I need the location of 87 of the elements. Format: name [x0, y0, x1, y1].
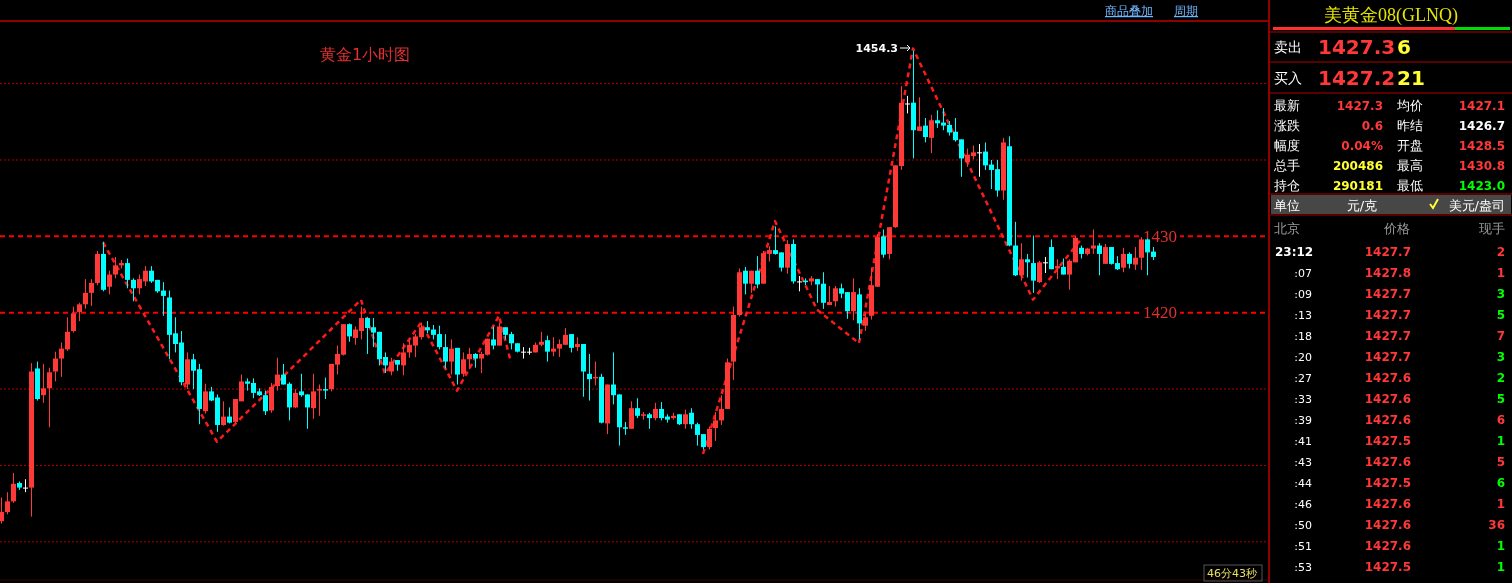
- text: 0.6: [1361, 119, 1383, 133]
- text: 商品叠加: [1105, 4, 1153, 18]
- text: 2: [1496, 245, 1505, 259]
- text: :20: [1294, 351, 1312, 364]
- text: 1427.5: [1364, 476, 1411, 490]
- text: 1427.3: [1318, 35, 1396, 59]
- text: 1: [1496, 560, 1505, 574]
- text: 1427.7: [1364, 329, 1411, 343]
- text: 3: [1496, 350, 1505, 364]
- text: 6: [1397, 35, 1411, 59]
- text: 1427.1: [1458, 99, 1505, 113]
- text: 1427.5: [1364, 560, 1411, 574]
- text: 黄金1小时图: [320, 45, 411, 64]
- text: 1428.5: [1458, 139, 1505, 153]
- text: 均价: [1396, 98, 1423, 113]
- text: 1427.2: [1318, 66, 1396, 90]
- text: 1427.5: [1364, 434, 1411, 448]
- text: 1427.6: [1364, 413, 1411, 427]
- text: 3: [1496, 287, 1505, 301]
- text: 最低: [1397, 178, 1423, 193]
- text: 现手: [1479, 221, 1505, 236]
- text: 1427.6: [1364, 539, 1411, 553]
- text: 1426.7: [1458, 119, 1505, 133]
- text: :50: [1294, 519, 1312, 532]
- text: 23:12: [1275, 245, 1314, 259]
- text: 北京: [1274, 221, 1300, 236]
- text: 7: [1496, 329, 1505, 343]
- text: 美黄金08(GLNQ): [1324, 5, 1458, 26]
- text: 幅度: [1274, 138, 1300, 153]
- text: :07: [1294, 267, 1312, 280]
- text: 1427.6: [1364, 455, 1411, 469]
- text: 总手: [1273, 158, 1300, 173]
- text: 1427.6: [1364, 392, 1411, 406]
- text: 1427.7: [1364, 245, 1411, 259]
- text: 290181: [1332, 179, 1383, 193]
- text: :43: [1294, 456, 1312, 469]
- text: 36: [1488, 518, 1505, 532]
- text: 1427.6: [1364, 497, 1411, 511]
- annotation: 1454.3: [855, 42, 898, 55]
- text: 1: [1496, 266, 1505, 280]
- text: 1427.3: [1336, 99, 1383, 113]
- text: 5: [1496, 392, 1505, 406]
- text: 卖出: [1274, 39, 1302, 55]
- text: :33: [1294, 393, 1312, 406]
- text: 200486: [1332, 159, 1383, 173]
- text: 1427.7: [1364, 350, 1411, 364]
- text: 价格: [1383, 221, 1410, 236]
- text: 1427.7: [1364, 287, 1411, 301]
- text: 0.04%: [1341, 139, 1383, 153]
- text: :53: [1294, 561, 1312, 574]
- text: :18: [1294, 330, 1312, 343]
- text: 1: [1496, 539, 1505, 553]
- text: :27: [1294, 372, 1312, 385]
- text: 46分43秒: [1207, 567, 1257, 580]
- text: :41: [1294, 435, 1312, 448]
- text: 1423.0: [1458, 179, 1505, 193]
- text: 最新: [1274, 98, 1300, 113]
- text: 元/克: [1346, 198, 1378, 213]
- text: 1: [1496, 497, 1505, 511]
- text: 昨结: [1397, 118, 1423, 133]
- y-tick-label: 1420: [1143, 303, 1177, 323]
- text: :13: [1294, 309, 1312, 322]
- text: 21: [1397, 66, 1425, 90]
- text: :51: [1294, 540, 1312, 553]
- text: :39: [1294, 414, 1312, 427]
- text: 美元/盎司: [1448, 198, 1505, 213]
- text: 1427.7: [1364, 308, 1411, 322]
- text: 买入: [1274, 70, 1302, 86]
- text: 2: [1496, 371, 1505, 385]
- text: 涨跌: [1274, 118, 1300, 133]
- text: 1427.8: [1364, 266, 1411, 280]
- text: 1: [1496, 434, 1505, 448]
- text: 周期: [1174, 4, 1198, 18]
- text: 5: [1496, 455, 1505, 469]
- text: 6: [1496, 413, 1505, 427]
- text: 1430.8: [1458, 159, 1505, 173]
- text: 开盘: [1397, 138, 1423, 153]
- text: 5: [1496, 308, 1505, 322]
- text: 单位: [1274, 198, 1300, 213]
- text: :46: [1294, 498, 1312, 511]
- text: :09: [1294, 288, 1312, 301]
- text: 持仓: [1274, 178, 1300, 193]
- text: 最高: [1397, 158, 1423, 173]
- text: 1427.6: [1364, 371, 1411, 385]
- text: 1427.6: [1364, 518, 1411, 532]
- text: :44: [1294, 477, 1312, 490]
- text: 6: [1496, 476, 1505, 490]
